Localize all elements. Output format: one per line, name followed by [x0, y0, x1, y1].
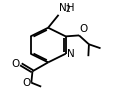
Text: NH: NH — [59, 3, 74, 13]
Text: O: O — [11, 59, 20, 69]
Text: O: O — [22, 78, 30, 88]
Text: 2: 2 — [65, 5, 69, 14]
Text: O: O — [79, 24, 87, 34]
Text: N: N — [67, 49, 74, 59]
